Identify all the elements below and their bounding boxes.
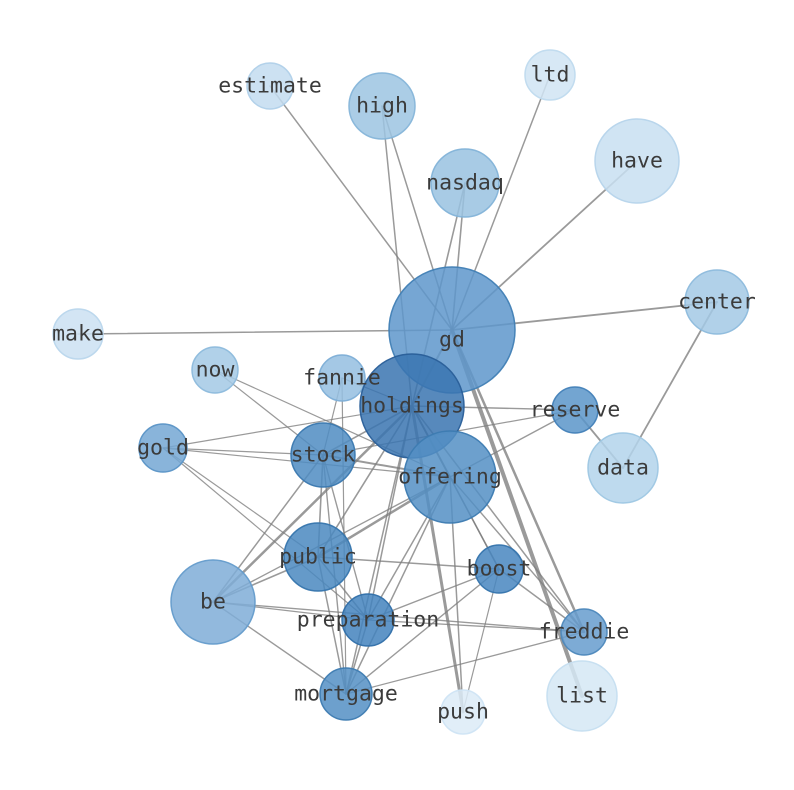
node-label-make: make: [52, 322, 104, 347]
node-be: [170, 559, 256, 645]
node-list: [546, 660, 618, 732]
node-reserve: [551, 386, 599, 434]
node-label-be: be: [200, 590, 226, 615]
node-label-gd: gd: [439, 328, 465, 353]
node-public: [283, 522, 353, 592]
node-have: [594, 118, 680, 204]
node-high: [348, 72, 416, 140]
node-label-boost: boost: [467, 557, 532, 582]
node-label-have: have: [611, 149, 663, 174]
node-ltd: [524, 49, 576, 101]
node-label-center: center: [678, 290, 756, 315]
node-label-fannie: fannie: [303, 366, 381, 391]
node-label-high: high: [356, 94, 408, 119]
node-label-gold: gold: [137, 436, 189, 461]
node-label-stock: stock: [291, 443, 356, 468]
node-label-preparation: preparation: [297, 608, 439, 633]
node-fannie: [318, 354, 366, 402]
node-label-mortgage: mortgage: [294, 682, 398, 707]
node-mortgage: [319, 667, 373, 721]
node-label-nasdaq: nasdaq: [426, 171, 504, 196]
node-label-list: list: [556, 684, 608, 709]
node-offering: [403, 430, 497, 524]
node-label-now: now: [196, 358, 235, 383]
edge-preparation-gold: [162, 447, 369, 621]
node-label-data: data: [597, 456, 649, 481]
node-stock: [290, 422, 356, 488]
node-estimate: [246, 62, 294, 110]
node-center: [684, 269, 750, 335]
node-label-holdings: holdings: [360, 394, 464, 419]
edge-preparation-freddie: [367, 619, 585, 633]
node-preparation: [341, 593, 395, 647]
node-nasdaq: [430, 148, 500, 218]
node-data: [587, 432, 659, 504]
node-label-ltd: ltd: [531, 63, 570, 88]
node-label-public: public: [279, 545, 357, 570]
edge-mortgage-boost: [345, 568, 500, 695]
node-label-offering: offering: [398, 465, 502, 490]
labels-layer: estimate ltd have high nasdaq make center now da…: [52, 63, 756, 725]
node-push: [440, 689, 486, 735]
node-label-reserve: reserve: [530, 398, 621, 423]
node-label-freddie: freddie: [539, 620, 630, 645]
node-boost: [474, 544, 524, 594]
node-gold: [138, 423, 188, 473]
node-label-push: push: [437, 700, 489, 725]
edge-gd-list: [450, 328, 584, 698]
nodes-layer: [52, 49, 750, 735]
edge-mortgage-freddie: [345, 631, 585, 695]
node-make: [52, 308, 104, 360]
node-label-estimate: estimate: [218, 74, 322, 99]
node-freddie: [560, 608, 608, 656]
edge-be-freddie: [212, 601, 585, 633]
node-now: [191, 346, 239, 394]
